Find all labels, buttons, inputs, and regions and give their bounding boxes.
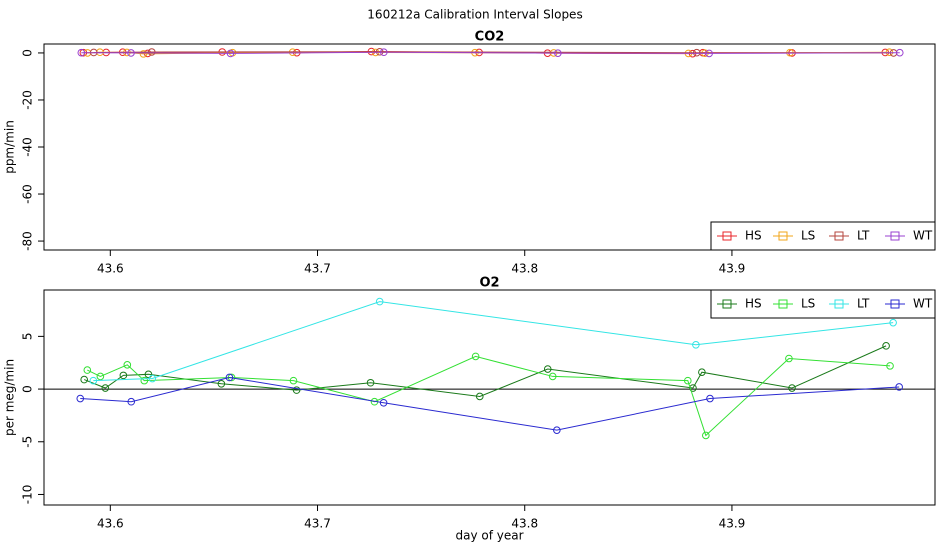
legend-marker xyxy=(890,299,900,309)
point xyxy=(895,48,904,57)
point xyxy=(127,397,136,406)
page-title: 160212a Calibration Interval Slopes xyxy=(367,8,582,22)
y-axis-label: per meg/min xyxy=(3,359,17,436)
y-tick-label: 5 xyxy=(21,333,35,341)
point xyxy=(226,49,235,58)
legend-label: HS xyxy=(745,229,762,243)
legend-label: WT xyxy=(913,297,933,311)
point xyxy=(147,48,156,56)
point xyxy=(83,366,92,374)
y-tick-label: -5 xyxy=(21,436,35,448)
point xyxy=(543,365,552,373)
y-tick-label: 0 xyxy=(21,49,35,57)
point xyxy=(76,394,85,403)
point xyxy=(101,384,110,392)
point xyxy=(895,383,903,391)
point xyxy=(139,50,148,58)
point xyxy=(366,378,375,387)
point xyxy=(77,48,86,57)
point xyxy=(705,49,713,58)
point xyxy=(698,368,706,377)
point xyxy=(80,375,88,384)
point xyxy=(785,354,793,363)
legend-label: LT xyxy=(857,229,870,243)
x-tick-label: 43.8 xyxy=(511,262,538,276)
point xyxy=(683,376,692,385)
panel-title: CO2 xyxy=(475,30,505,45)
point xyxy=(96,372,105,381)
legend-marker xyxy=(778,299,788,309)
legend-marker xyxy=(722,299,732,309)
point xyxy=(882,342,890,350)
point xyxy=(148,374,157,383)
point xyxy=(127,49,135,57)
point xyxy=(119,371,128,380)
y-axis-label: ppm/min xyxy=(3,120,17,174)
y-tick-label: -60 xyxy=(21,184,35,204)
legend-marker xyxy=(890,231,900,241)
series-line xyxy=(93,301,894,382)
point xyxy=(692,341,700,349)
point xyxy=(788,384,796,392)
point xyxy=(217,379,226,388)
x-tick-label: 43.7 xyxy=(304,262,331,276)
y-tick-label: 0 xyxy=(21,385,35,393)
series-line xyxy=(84,345,887,397)
legend-label: LT xyxy=(857,297,870,311)
x-tick-label: 43.9 xyxy=(719,262,746,276)
point xyxy=(553,426,561,434)
point xyxy=(706,394,714,403)
legend-label: HS xyxy=(745,297,762,311)
point xyxy=(380,48,388,57)
legend-marker xyxy=(834,299,844,309)
point xyxy=(144,370,153,379)
point xyxy=(475,392,484,401)
y-tick-label: -10 xyxy=(21,485,35,505)
point xyxy=(471,352,480,361)
series-line xyxy=(80,376,900,431)
panel-title: O2 xyxy=(479,276,499,291)
plot-box xyxy=(43,43,936,251)
x-tick-label: 43.8 xyxy=(511,517,538,531)
point xyxy=(375,297,384,306)
point xyxy=(140,376,149,385)
y-tick-label: -40 xyxy=(21,137,35,157)
legend-marker xyxy=(778,231,788,241)
plot-box xyxy=(43,289,936,506)
series-line xyxy=(87,355,891,437)
point xyxy=(225,373,234,382)
point xyxy=(689,384,697,392)
legend-marker xyxy=(722,231,732,241)
x-tick-label: 43.6 xyxy=(97,517,124,531)
legend-label: WT xyxy=(913,229,933,243)
series-line xyxy=(81,51,900,54)
legend-marker xyxy=(834,231,844,241)
y-tick-label: -80 xyxy=(21,231,35,251)
legend-label: LS xyxy=(801,297,815,311)
point xyxy=(89,376,98,385)
point xyxy=(692,48,701,57)
legend-label: LS xyxy=(801,229,815,243)
x-axis-label: day of year xyxy=(455,529,523,543)
point xyxy=(889,318,897,327)
point xyxy=(554,49,562,57)
x-tick-label: 43.9 xyxy=(719,517,746,531)
x-tick-label: 43.6 xyxy=(97,262,124,276)
point xyxy=(548,372,557,381)
point xyxy=(886,362,894,370)
x-tick-label: 43.7 xyxy=(304,517,331,531)
point xyxy=(292,386,301,394)
point xyxy=(289,376,298,385)
point xyxy=(702,431,710,440)
point xyxy=(123,361,132,369)
point xyxy=(379,398,388,407)
y-tick-label: -20 xyxy=(21,90,35,110)
